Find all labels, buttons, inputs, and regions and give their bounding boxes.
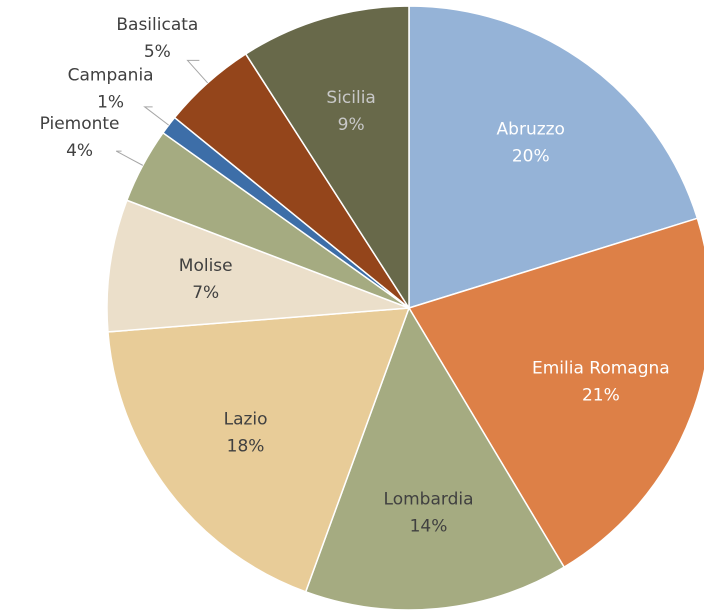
slice-label: Lombardia <box>384 489 474 509</box>
slice-value-label: 14% <box>410 516 448 536</box>
slice-value-label: 21% <box>582 385 620 405</box>
slice-label: Campania <box>68 66 154 86</box>
pie-slice <box>408 5 699 310</box>
slice-label: Basilicata <box>116 15 198 35</box>
slice-value-label: 1% <box>97 93 124 113</box>
slice-value-label: 18% <box>227 436 265 456</box>
pie-slice <box>244 5 410 311</box>
slice-label: Lazio <box>224 409 268 429</box>
slice-label: Emilia Romagna <box>532 358 670 378</box>
slice-label: Abruzzo <box>497 120 565 140</box>
pie-slice <box>304 306 566 611</box>
leader-line <box>143 106 169 126</box>
pie-slice <box>106 199 410 333</box>
slice-value-label: 20% <box>512 147 550 167</box>
slice-label: Piemonte <box>40 114 120 134</box>
slice-label: Molise <box>179 256 233 276</box>
slice-value-label: 4% <box>66 141 93 161</box>
leader-line <box>115 150 144 166</box>
slice-value-label: 5% <box>144 42 171 62</box>
slice-value-label: 9% <box>338 115 365 135</box>
leader-line <box>186 59 209 84</box>
pie-slice <box>407 217 704 569</box>
slice-label: Sicilia <box>326 88 375 108</box>
slice-value-label: 7% <box>192 283 219 303</box>
pie-slice <box>107 307 411 593</box>
